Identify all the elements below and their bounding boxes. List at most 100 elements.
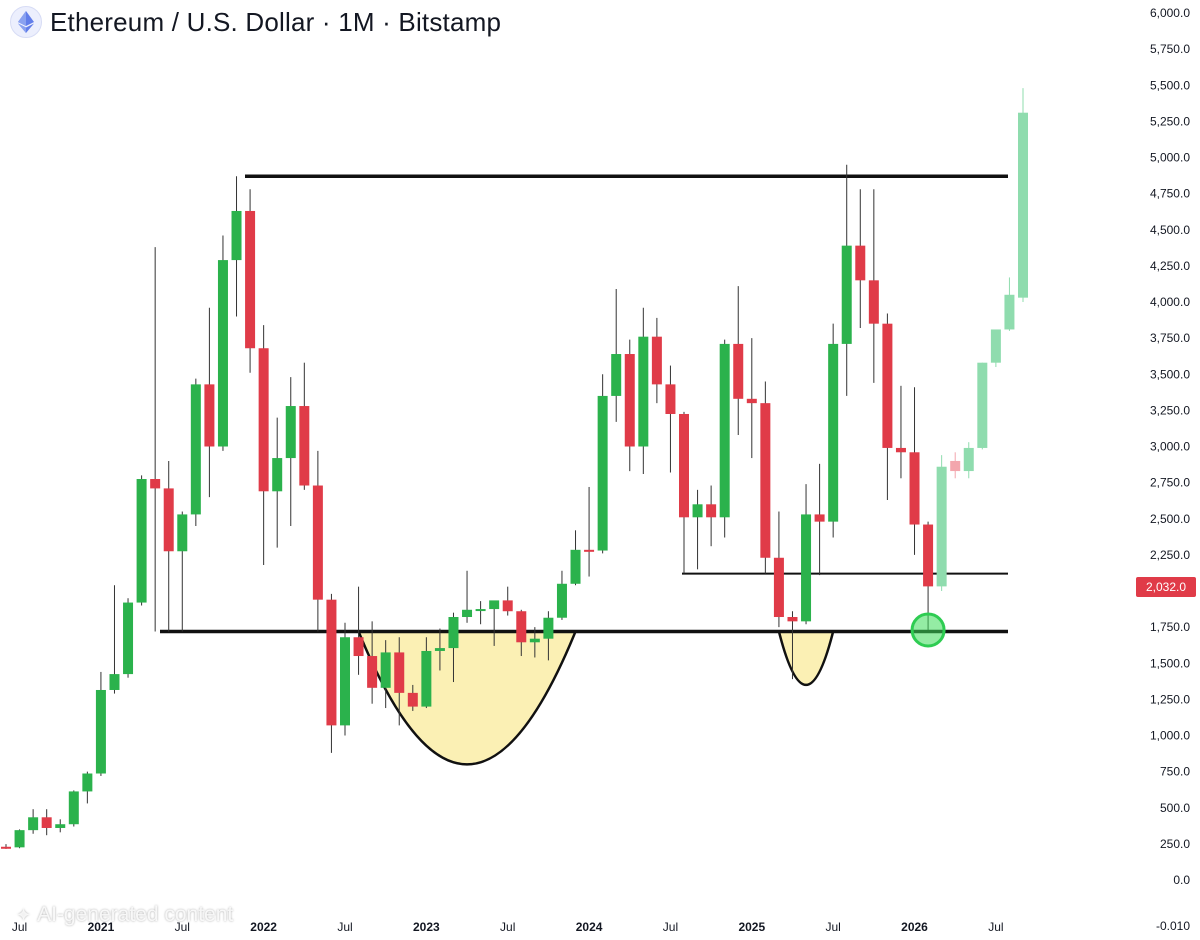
y-tick-label: 500.0 [1160, 801, 1190, 815]
x-tick-label: Jul [500, 920, 515, 934]
candle-body [312, 485, 323, 600]
x-tick-label: Jul [825, 920, 840, 934]
y-tick-label: 4,000.0 [1150, 295, 1190, 309]
candle-body [272, 458, 283, 492]
candle-body [204, 384, 215, 447]
candle-body [150, 479, 161, 489]
candle-body [882, 323, 893, 448]
candle-2022-06 [326, 593, 337, 753]
candle-2025-12 [895, 385, 906, 479]
candle-body [462, 609, 473, 618]
candle-body [665, 384, 676, 414]
candle-2020-08 [28, 809, 39, 834]
candle-body [448, 617, 459, 649]
candle-2024-05 [638, 307, 649, 474]
y-tick-label: 0.0 [1173, 873, 1190, 887]
candle-2021-07 [177, 511, 188, 632]
candle-2020-06 [1, 844, 11, 849]
candle-body [353, 637, 364, 657]
y-tick-label: 4,750.0 [1150, 187, 1190, 201]
candle-2021-11 [231, 176, 242, 317]
candle-2023-12 [570, 530, 581, 586]
x-tick-label: 2023 [413, 920, 440, 934]
candle-body [82, 773, 93, 792]
candle-2021-01 [95, 671, 106, 776]
candle-body [434, 648, 445, 651]
y-tick-label: 4,500.0 [1150, 223, 1190, 237]
candle-body [990, 329, 1001, 363]
candle-body [611, 354, 622, 396]
candle-body [14, 830, 25, 848]
candle-2023-08 [516, 609, 527, 657]
candle-2020-11 [68, 790, 79, 827]
candle-body [692, 504, 703, 518]
candle-body [136, 479, 147, 603]
candle-2022-05 [312, 450, 323, 632]
y-tick-label: 1,500.0 [1150, 656, 1190, 670]
candle-2020-12 [82, 771, 93, 804]
current-price-tag: 2,032.0 [1136, 577, 1196, 597]
x-tick-label: Jul [175, 920, 190, 934]
candle-2025-04 [787, 611, 798, 680]
candle-body [841, 245, 852, 344]
ethereum-logo-icon [10, 6, 42, 38]
y-tick-label: 4,250.0 [1150, 259, 1190, 273]
y-tick-label: -0.010 [1156, 919, 1190, 933]
chart-header: Ethereum / U.S. Dollar · 1M · Bitstamp [10, 6, 501, 38]
candle-body [1018, 112, 1028, 298]
candle-2020-07 [14, 829, 25, 849]
candle-2021-06 [163, 460, 174, 632]
candle-body [624, 354, 635, 447]
candle-2022-08 [353, 586, 364, 675]
candle-body [570, 549, 581, 584]
candle-2022-09 [367, 621, 378, 704]
candle-body [868, 280, 879, 324]
x-tick-label: Jul [12, 920, 27, 934]
candle-body [923, 524, 934, 587]
candle-body [801, 514, 812, 622]
y-tick-label: 3,500.0 [1150, 367, 1190, 381]
candle-body [516, 611, 527, 643]
ai-watermark: ✦ AI-generated content [16, 903, 233, 927]
x-tick-label: 2025 [738, 920, 765, 934]
candle-2023-11 [556, 570, 567, 620]
y-tick-label: 5,500.0 [1150, 78, 1190, 92]
x-tick-label: 2024 [576, 920, 603, 934]
y-tick-label: 2,750.0 [1150, 476, 1190, 490]
support-touch-marker [910, 612, 946, 648]
candle-2022-03 [285, 377, 296, 526]
candle-2023-06 [489, 600, 500, 646]
candle-body [773, 557, 784, 618]
candle-body [55, 824, 66, 828]
candle-body [502, 600, 513, 612]
y-tick-label: 3,750.0 [1150, 331, 1190, 345]
projection-candle-2026-09 [1018, 88, 1028, 302]
cup-pattern-2 [777, 630, 835, 686]
candle-body [41, 817, 52, 828]
candle-body [543, 617, 554, 639]
y-tick-label: 3,250.0 [1150, 403, 1190, 417]
y-tick-label: 5,750.0 [1150, 42, 1190, 56]
candle-2021-04 [136, 475, 147, 606]
candle-2023-03 [448, 612, 459, 683]
x-tick-label: Jul [337, 920, 352, 934]
candle-2020-10 [55, 819, 66, 833]
candle-2022-11 [394, 637, 405, 726]
y-tick-label: 5,000.0 [1150, 151, 1190, 165]
candle-body [895, 447, 906, 453]
candle-body [299, 406, 310, 486]
candle-2022-02 [272, 417, 283, 548]
candle-body [285, 406, 296, 459]
candle-body [190, 384, 201, 515]
y-tick-label: 2,500.0 [1150, 512, 1190, 526]
candle-body [936, 466, 947, 587]
candle-2022-04 [299, 362, 310, 490]
y-tick-label: 6,000.0 [1150, 6, 1190, 20]
candle-2023-07 [502, 586, 513, 616]
candle-2021-12 [245, 189, 256, 373]
candle-body [177, 514, 188, 552]
candle-2021-10 [217, 235, 228, 451]
candle-body [733, 343, 744, 399]
candle-body [651, 336, 662, 385]
